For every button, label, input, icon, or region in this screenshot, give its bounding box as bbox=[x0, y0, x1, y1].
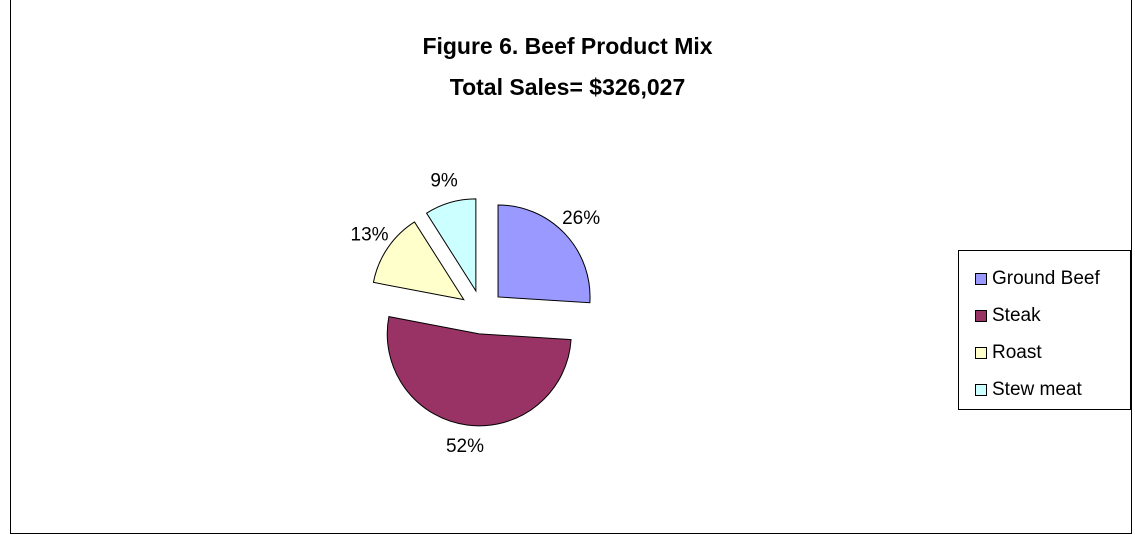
pie-slice-steak bbox=[386, 316, 572, 427]
pie-slice-stew-meat bbox=[425, 198, 477, 293]
legend-swatch-ground-beef bbox=[975, 272, 987, 285]
pie-label-ground-beef: 26% bbox=[562, 208, 600, 229]
chart-subtitle: Total Sales= $326,027 bbox=[449, 74, 686, 100]
legend-swatch-roast bbox=[975, 346, 987, 359]
legend-label-ground-beef: Ground Beef bbox=[992, 267, 1100, 289]
legend: Ground Beef Steak Roast Stew meat bbox=[958, 250, 1131, 410]
legend-item-ground-beef: Ground Beef bbox=[959, 260, 1130, 297]
legend-swatch-steak bbox=[975, 309, 987, 322]
pie-label-stew-meat: 9% bbox=[430, 170, 458, 191]
legend-item-roast: Roast bbox=[959, 334, 1130, 371]
chart-title: Figure 6. Beef Product Mix bbox=[422, 33, 713, 59]
pie-label-roast: 13% bbox=[351, 225, 389, 246]
pie-slice-roast bbox=[372, 221, 465, 301]
pie-label-steak: 52% bbox=[446, 436, 484, 457]
legend-label-steak: Steak bbox=[992, 304, 1041, 326]
legend-item-stew-meat: Stew meat bbox=[959, 371, 1130, 408]
pie-slice-ground-beef bbox=[497, 204, 591, 304]
legend-label-roast: Roast bbox=[992, 341, 1042, 363]
legend-item-steak: Steak bbox=[959, 297, 1130, 334]
legend-label-stew-meat: Stew meat bbox=[992, 378, 1082, 400]
legend-swatch-stew-meat bbox=[975, 383, 987, 396]
